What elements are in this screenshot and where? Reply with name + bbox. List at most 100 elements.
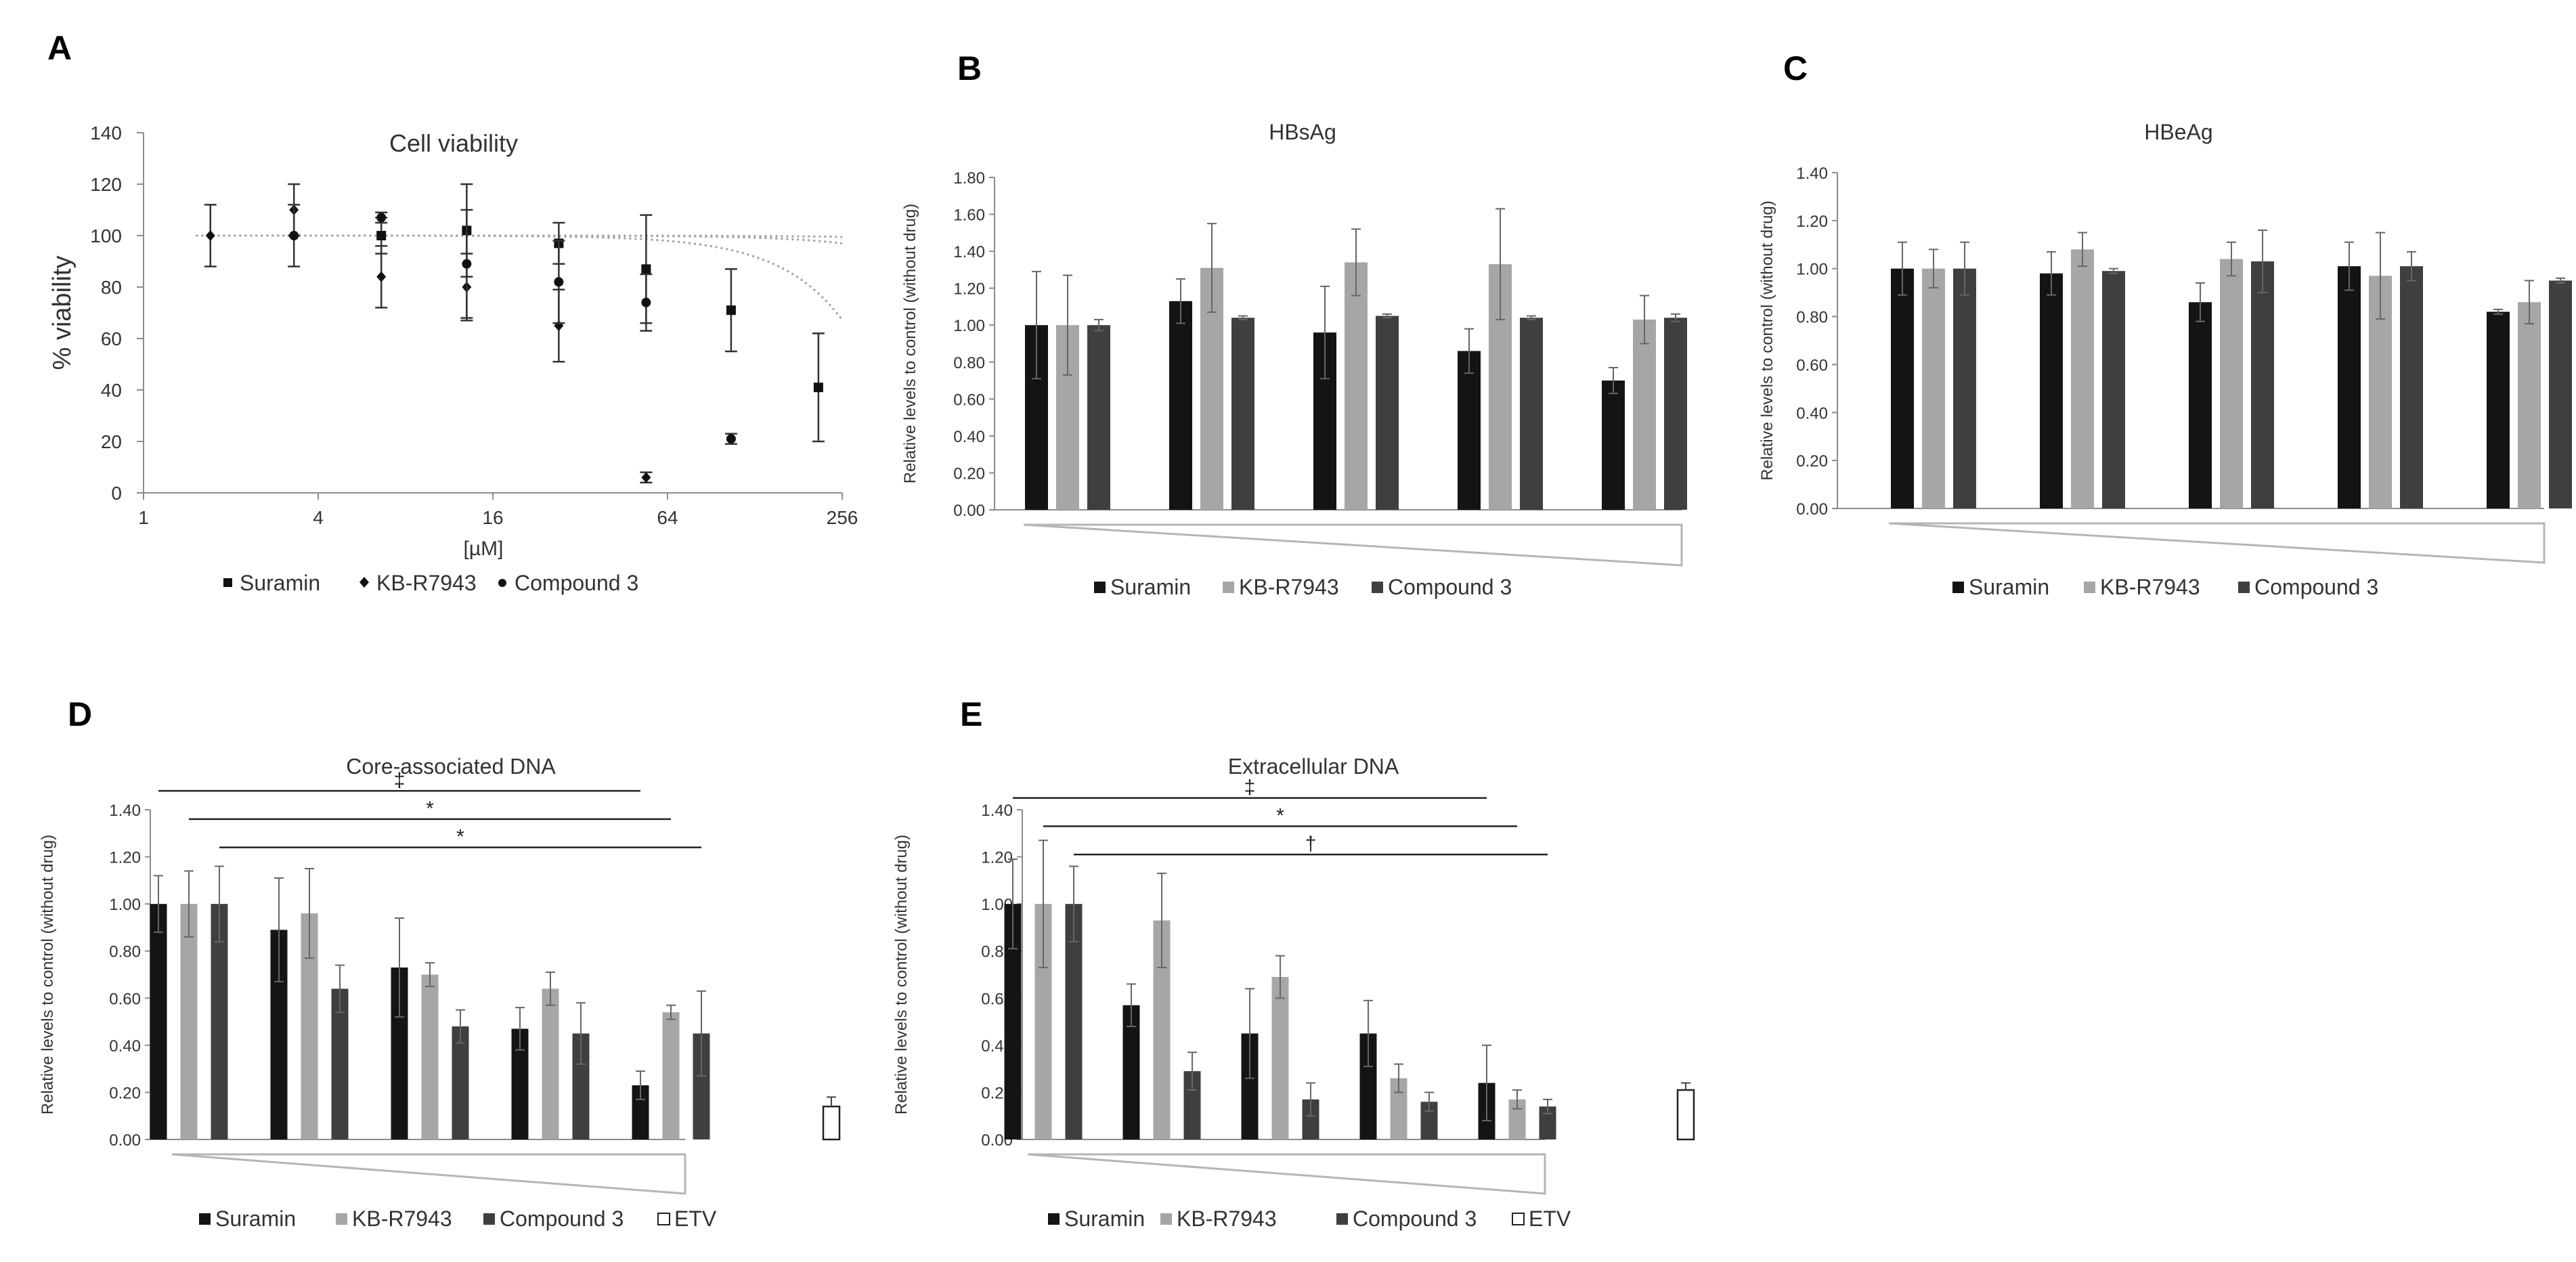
a-y-tick-label: 100 [90,225,122,246]
d-legend-label: KB-R7943 [352,1206,452,1231]
d-bar-kb-r7943 [180,904,198,1139]
panel-letter-d: D [68,695,92,733]
c-bar-compound3 [2549,280,2572,508]
c-chart-title: HBeAg [2144,120,2212,144]
a-y-tick-label: 140 [90,123,122,144]
b-y-tick-label: 1.00 [953,317,985,335]
a-legend-label: KB-R7943 [376,571,477,595]
e-significance-symbol: ‡ [1244,777,1256,799]
a-y-tick-label: 60 [101,328,122,349]
c-y-tick-label: 1.00 [1796,261,1828,279]
e-legend-label: Suramin [1064,1206,1145,1231]
a-point-kb-r7943 [205,230,215,241]
d-y-tick-label: 1.40 [109,802,141,820]
d-legend-swatch-etv [657,1213,670,1225]
e-legend-swatch-compound3 [1336,1213,1348,1225]
a-y-tick-label: 120 [90,174,122,195]
e-legend-swatch-etv [1512,1213,1525,1225]
c-bar-suramin [2189,302,2212,508]
d-y-tick-label: 0.40 [109,1037,141,1056]
a-point-compound3 [641,297,651,307]
c-y-tick-label: 1.40 [1796,165,1828,183]
e-bar-compound3 [1065,904,1083,1139]
d-significance-symbol: * [426,798,434,820]
c-y-tick-label: 0.40 [1796,404,1828,422]
e-significance-symbol: * [1276,804,1284,827]
b-legend-swatch-compound3 [1372,582,1383,593]
c-bar-suramin [2040,273,2063,508]
a-point-compound3 [376,213,387,223]
d-legend-label: ETV [674,1206,717,1231]
a-y-tick-label: 80 [101,277,122,298]
b-bar-suramin [1602,380,1625,510]
b-legend-label: Suramin [1110,575,1191,599]
b-y-tick-label: 0.60 [953,391,985,409]
panel-letter-e: E [960,695,982,733]
a-y-tick-label: 0 [111,483,122,504]
a-x-tick-label: 64 [657,507,678,528]
a-x-tick-label: 16 [482,507,503,528]
b-y-tick-label: 0.00 [953,502,985,520]
e-legend-label: KB-R7943 [1177,1206,1277,1231]
c-bar-compound3 [2251,261,2274,508]
d-y-tick-label: 1.20 [109,849,141,867]
c-legend-swatch-kb-r7943 [2084,582,2095,593]
d-bar-kb-r7943 [421,974,439,1139]
b-bar-kb-r7943 [1345,262,1368,510]
a-x-axis-label: [µM] [464,538,504,560]
b-legend-swatch-suramin [1094,582,1106,593]
c-legend-label: Compound 3 [2254,575,2378,599]
e-y-axis-label: Relative levels to control (without drug… [892,835,911,1115]
e-chart-title: Extracellular DNA [1228,754,1399,779]
a-trend-line-1 [196,234,844,321]
d-y-tick-label: 0.20 [109,1084,141,1102]
b-bar-suramin [1169,301,1192,510]
b-y-tick-label: 1.40 [953,243,985,261]
a-point-compound3 [554,277,564,287]
e-y-tick-label: 1.40 [981,802,1013,820]
a-point-suramin [813,383,823,393]
d-bar-compound3 [331,988,349,1139]
e-bar-suramin [1122,1005,1140,1139]
b-y-tick-label: 0.80 [953,354,985,372]
b-legend-swatch-kb-r7943 [1223,582,1234,593]
a-legend-marker-compound3 [498,579,506,587]
b-bar-compound3 [1520,318,1543,510]
c-y-tick-label: 0.00 [1796,500,1828,519]
b-y-axis-label: Relative levels to control (without drug… [901,204,919,484]
a-chart-title: Cell viability [389,129,518,157]
d-significance-symbol: * [456,826,464,848]
a-point-suramin [376,231,387,240]
c-bar-suramin [2338,266,2361,508]
c-legend-label: Suramin [1969,575,2049,599]
b-y-tick-label: 1.20 [953,280,985,299]
d-legend-label: Suramin [215,1206,296,1231]
b-y-tick-label: 0.40 [953,428,985,446]
d-bar-suramin [150,904,167,1139]
e-bar-kb-r7943 [1271,976,1289,1139]
d-dose-gradient [171,1153,686,1195]
c-legend-swatch-compound3 [2238,582,2250,593]
b-bar-suramin [1458,351,1481,510]
panel-letter-a: A [47,29,72,67]
e-legend-label: Compound 3 [1353,1206,1477,1231]
a-x-tick-label: 4 [313,507,324,528]
a-x-tick-label: 1 [138,507,149,528]
a-legend-marker-kb-r7943 [359,577,369,588]
b-legend-label: Compound 3 [1388,575,1512,599]
panel-letter-b: B [957,49,982,87]
b-bar-compound3 [1376,316,1399,510]
c-y-tick-label: 0.60 [1796,356,1828,374]
b-bar-compound3 [1664,318,1687,510]
d-y-tick-label: 0.60 [109,990,141,1008]
c-bar-kb-r7943 [2518,302,2541,508]
a-point-compound3 [462,259,472,269]
d-legend-swatch-suramin [199,1213,211,1225]
c-bar-compound3 [2400,266,2423,508]
a-legend-marker-suramin [223,578,232,587]
c-bar-suramin [2487,311,2510,508]
a-point-compound3 [289,231,299,240]
c-bar-compound3 [2102,271,2125,508]
d-legend-swatch-kb-r7943 [336,1213,347,1225]
